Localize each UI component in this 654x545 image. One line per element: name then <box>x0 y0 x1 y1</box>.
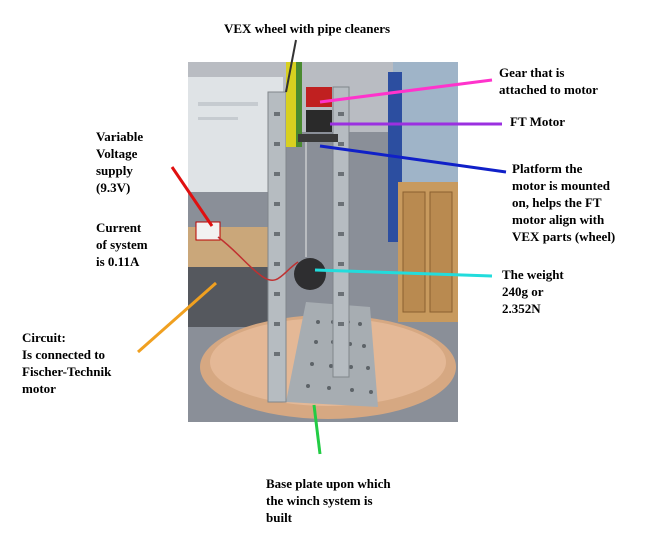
vex-wheel-label: VEX wheel with pipe cleaners <box>224 20 390 37</box>
winch-photo <box>188 62 458 422</box>
platform-label: Platform the motor is mounted on, helps … <box>512 160 615 245</box>
voltage-label: Variable Voltage supply (9.3V) <box>96 128 143 196</box>
ft-motor-label: FT Motor <box>510 113 565 130</box>
gear-label: Gear that is attached to motor <box>499 64 598 98</box>
weight-label: The weight 240g or 2.352N <box>502 266 564 317</box>
current-label: Current of system is 0.11A <box>96 219 148 270</box>
base-plate-label: Base plate upon which the winch system i… <box>266 475 391 526</box>
circuit-label: Circuit: Is connected to Fischer-Technik… <box>22 329 111 397</box>
